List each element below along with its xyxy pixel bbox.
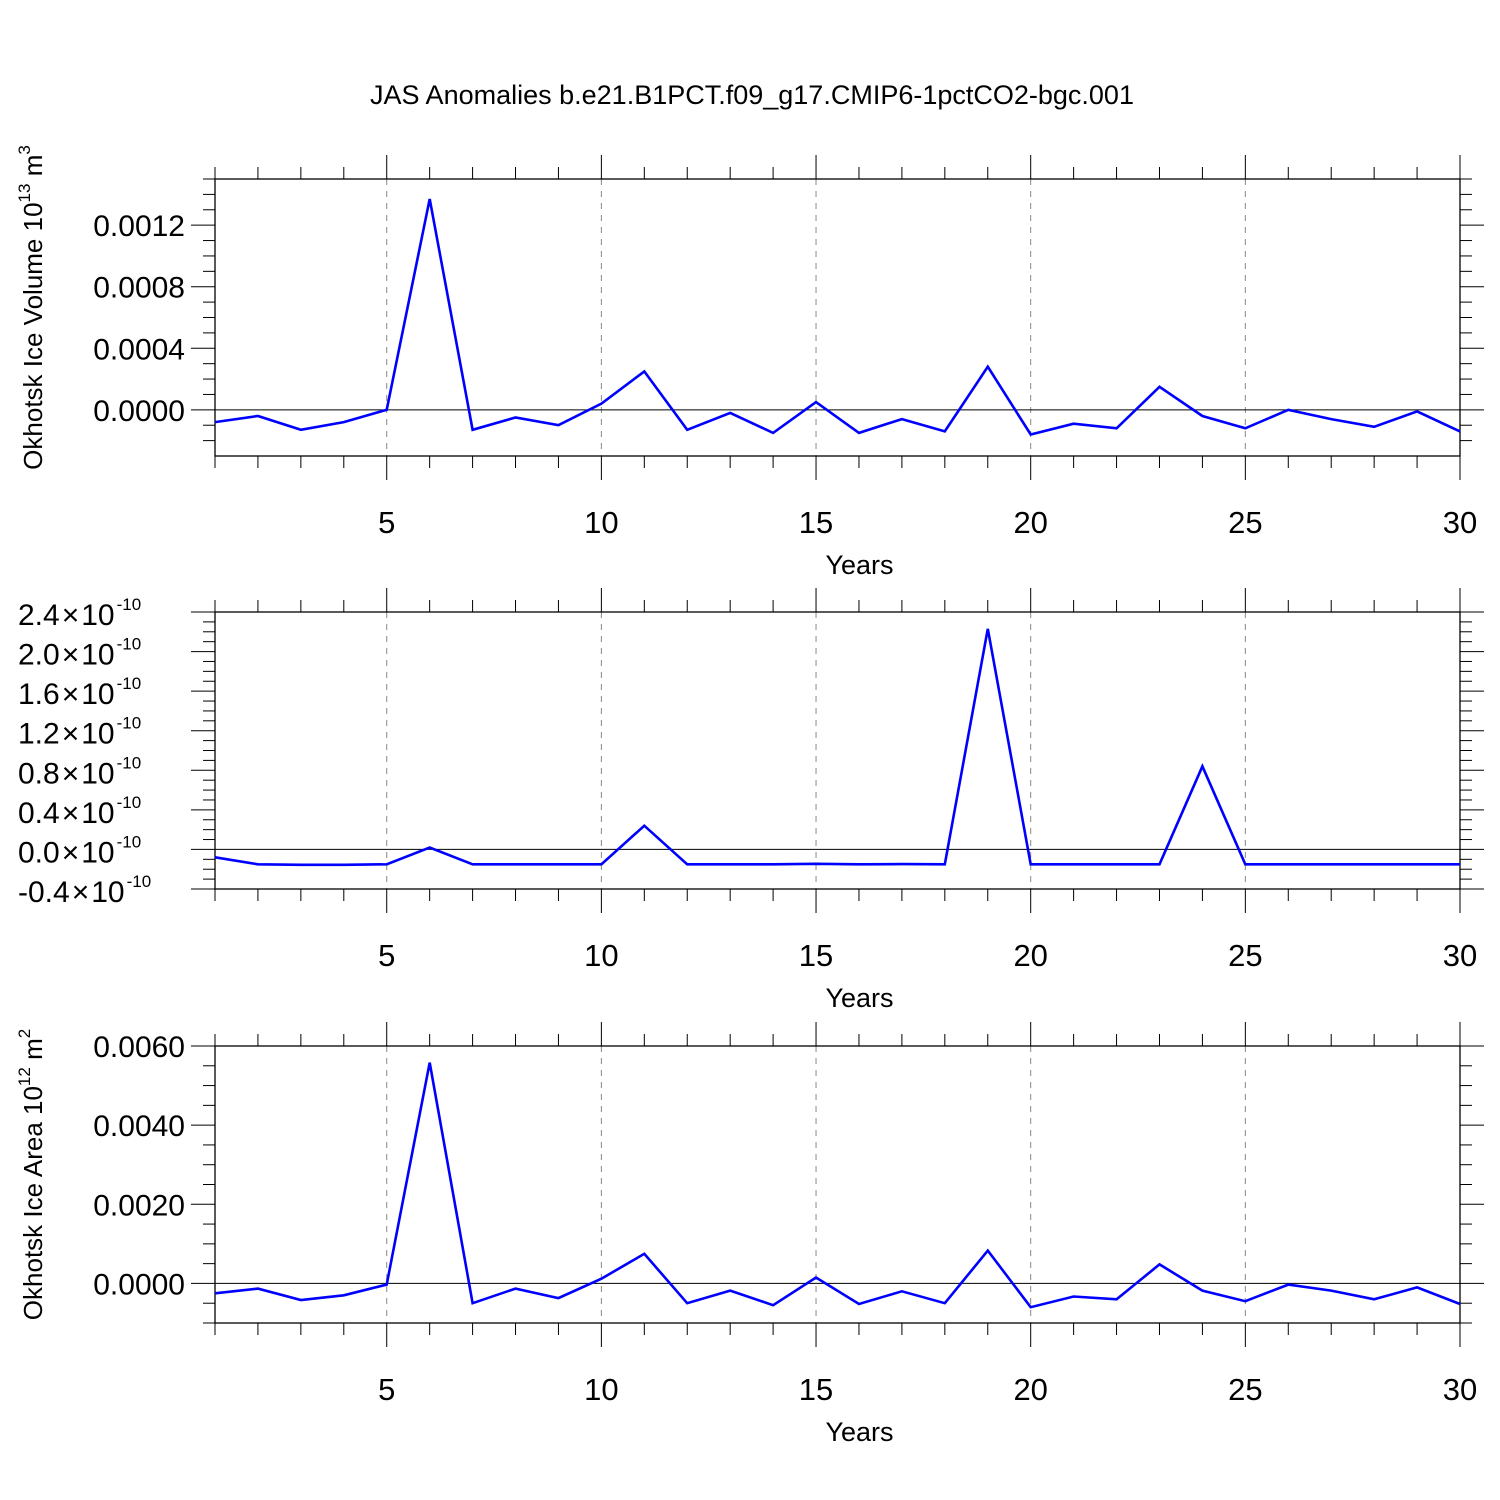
- series-line: [214, 1062, 1461, 1309]
- y-tick-exponent: -10: [117, 793, 142, 812]
- y-tick-exponent: -10: [117, 832, 142, 851]
- y-axis-label-unit-exponent: 3: [15, 145, 34, 154]
- y-axis-label: Okhotsk Ice Volume 1013 m3: [15, 145, 48, 470]
- x-tick-label: 15: [799, 1372, 833, 1407]
- x-tick-label: 25: [1228, 938, 1262, 973]
- x-tick-label: 10: [584, 938, 618, 973]
- y-tick-mantissa: 2.4: [18, 599, 60, 632]
- y-tick-label: 0.0012: [93, 210, 185, 243]
- y-axis-label-text: Okhotsk Ice Volume 10: [18, 202, 48, 469]
- plot-frame: [214, 1045, 1461, 1324]
- y-tick-label: 0.0040: [93, 1110, 185, 1143]
- x-tick-label: 25: [1228, 1372, 1262, 1407]
- y-tick-mantissa: 1.2: [18, 718, 60, 751]
- panel-2: 5 10 15 20 25 30-0.4×10 -100.0×10 -100.4×10 -100…: [18, 588, 1484, 1013]
- y-tick-base: 10: [81, 639, 114, 672]
- y-tick-mantissa: 0.4: [18, 797, 60, 830]
- y-axis-label-text: Okhotsk Ice Area 10: [18, 1086, 48, 1320]
- y-tick-mantissa: -0.4: [18, 876, 70, 909]
- x-tick-label: 10: [584, 1372, 618, 1407]
- plot-frame: [214, 611, 1461, 890]
- y-tick-base: 10: [91, 876, 124, 909]
- x-axis-label: Years: [825, 983, 893, 1013]
- chart-panels: 5 10 15 20 25 300.00000.00040.00080.0012Years…: [15, 145, 1484, 1447]
- x-axis-label: Years: [825, 1417, 893, 1447]
- times-sign: ×: [62, 718, 80, 751]
- times-sign: ×: [62, 639, 80, 672]
- y-tick-label: 0.0060: [93, 1031, 185, 1064]
- y-tick-exponent: -10: [127, 872, 152, 891]
- y-tick-label: 0.0020: [93, 1189, 185, 1222]
- y-tick-label: 0.0000: [93, 1268, 185, 1301]
- y-tick-mantissa: 0.0: [18, 836, 60, 869]
- y-axis-label-unit: m: [18, 155, 48, 184]
- x-tick-label: 5: [378, 938, 395, 973]
- y-tick-exponent: -10: [117, 595, 142, 614]
- panel-1: 5 10 15 20 25 30 0.0000 0.0004 0.0008 0.0012 Years…: [15, 145, 1484, 580]
- y-tick-label: 0.0000: [93, 395, 185, 428]
- y-tick-label: -0.4×10 -10: [18, 872, 151, 909]
- y-axis-label-unit: m: [18, 1038, 48, 1067]
- x-tick-label: 30: [1443, 938, 1477, 973]
- y-tick-label: 0.0008: [93, 272, 185, 305]
- y-tick-exponent: -10: [117, 714, 142, 733]
- y-tick-label: 2.0×10 -10: [18, 635, 141, 672]
- times-sign: ×: [62, 836, 80, 869]
- y-tick-base: 10: [81, 599, 114, 632]
- y-axis-label: Okhotsk Ice Area 1012 m2: [15, 1029, 48, 1320]
- series-line: [214, 198, 1461, 436]
- y-tick-base: 10: [81, 757, 114, 790]
- x-tick-label: 20: [1013, 938, 1047, 973]
- x-tick-label: 5: [378, 505, 395, 540]
- times-sign: ×: [72, 876, 90, 909]
- times-sign: ×: [62, 797, 80, 830]
- y-axis-label-unit-exponent: 2: [15, 1029, 34, 1038]
- times-sign: ×: [62, 678, 80, 711]
- y-tick-base: 10: [81, 797, 114, 830]
- y-tick-label: 1.2×10 -10: [18, 714, 141, 751]
- x-tick-label: 25: [1228, 505, 1262, 540]
- y-tick-base: 10: [81, 678, 114, 711]
- y-tick-mantissa: 2.0: [18, 639, 60, 672]
- y-tick-label: 2.4×10 -10: [18, 595, 141, 632]
- series-line: [214, 628, 1460, 867]
- y-tick-base: 10: [81, 836, 114, 869]
- x-tick-label: 30: [1443, 505, 1477, 540]
- y-tick-label: 0.4×10 -10: [18, 793, 141, 830]
- times-sign: ×: [62, 757, 80, 790]
- y-axis-label-exponent: 12: [15, 1067, 34, 1086]
- y-tick-mantissa: 0.8: [18, 757, 60, 790]
- x-tick-label: 20: [1013, 1372, 1047, 1407]
- y-tick-exponent: -10: [117, 635, 142, 654]
- y-tick-label: 0.0004: [93, 333, 185, 366]
- y-tick-exponent: -10: [117, 674, 142, 693]
- chart-title: JAS Anomalies b.e21.B1PCT.f09_g17.CMIP6-…: [370, 80, 1134, 110]
- x-tick-label: 15: [799, 938, 833, 973]
- y-axis-label-exponent: 13: [15, 184, 34, 203]
- y-tick-label: 0.0×10 -10: [18, 832, 141, 869]
- plot-frame: [214, 178, 1461, 457]
- x-tick-label: 20: [1013, 505, 1047, 540]
- x-tick-label: 30: [1443, 1372, 1477, 1407]
- y-tick-base: 10: [81, 718, 114, 751]
- y-tick-exponent: -10: [117, 753, 142, 772]
- x-tick-label: 5: [378, 1372, 395, 1407]
- times-sign: ×: [62, 599, 80, 632]
- x-tick-label: 10: [584, 505, 618, 540]
- y-tick-label: 1.6×10 -10: [18, 674, 141, 711]
- y-tick-mantissa: 1.6: [18, 678, 60, 711]
- x-axis-label: Years: [825, 550, 893, 580]
- x-tick-label: 15: [799, 505, 833, 540]
- y-tick-label: 0.8×10 -10: [18, 753, 141, 790]
- panel-3: 5 10 15 20 25 30 0.0000 0.0020 0.0040 0.0060 Years…: [15, 1022, 1484, 1447]
